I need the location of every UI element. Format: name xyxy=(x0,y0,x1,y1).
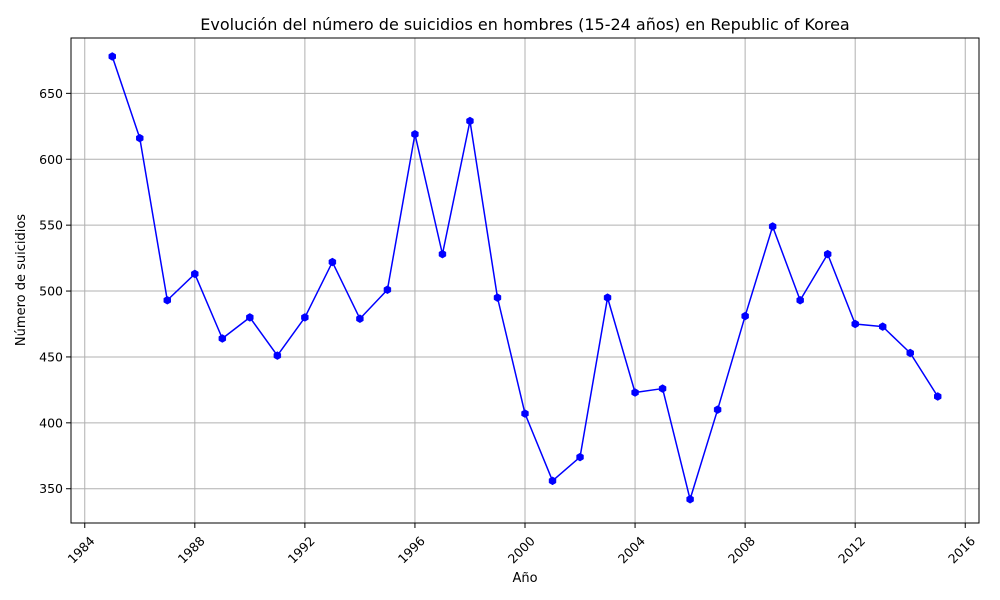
data-point xyxy=(713,405,722,414)
data-point xyxy=(823,249,832,259)
data-point xyxy=(878,322,887,331)
data-point xyxy=(411,129,419,139)
x-axis: 1984 1988 1992 1996 2000 2004 2008 2012 2016 xyxy=(65,523,978,566)
chart-title: Evolución del número de suicidios en hom… xyxy=(200,15,849,34)
data-point xyxy=(356,314,364,324)
data-point xyxy=(191,269,199,279)
data-point xyxy=(218,334,227,343)
data-point xyxy=(686,494,694,504)
y-tick-label: 350 xyxy=(39,481,63,496)
data-point xyxy=(163,295,172,305)
data-point xyxy=(108,52,116,61)
data-point xyxy=(796,295,804,305)
y-axis-label: Número de suicidios xyxy=(14,214,29,346)
data-point xyxy=(851,319,859,329)
data-point xyxy=(631,388,639,397)
data-point xyxy=(466,116,474,126)
data-point xyxy=(658,384,667,393)
data-point xyxy=(328,257,337,267)
data-point xyxy=(934,392,942,401)
data-point xyxy=(136,133,144,143)
data-point xyxy=(603,293,612,302)
data-point xyxy=(768,222,777,231)
y-tick-label: 400 xyxy=(39,415,63,430)
data-point xyxy=(301,313,309,322)
data-point xyxy=(273,351,282,360)
y-tick-label: 600 xyxy=(39,152,63,167)
y-tick-label: 500 xyxy=(39,284,63,299)
y-axis: 350 400 450 500 550 600 650 xyxy=(39,86,71,496)
x-axis-label: Año xyxy=(512,571,537,586)
y-tick-label: 650 xyxy=(39,86,63,101)
data-point xyxy=(741,311,749,321)
data-point xyxy=(383,285,392,295)
data-point xyxy=(521,409,529,418)
data-point xyxy=(246,313,254,322)
data-point xyxy=(906,348,914,358)
grid xyxy=(71,38,979,523)
data-point xyxy=(548,476,557,486)
y-tick-label: 450 xyxy=(39,349,63,364)
data-point xyxy=(493,293,502,302)
y-tick-label: 550 xyxy=(39,218,63,233)
data-point xyxy=(438,249,447,259)
series-group xyxy=(108,52,942,504)
data-point xyxy=(576,452,584,462)
